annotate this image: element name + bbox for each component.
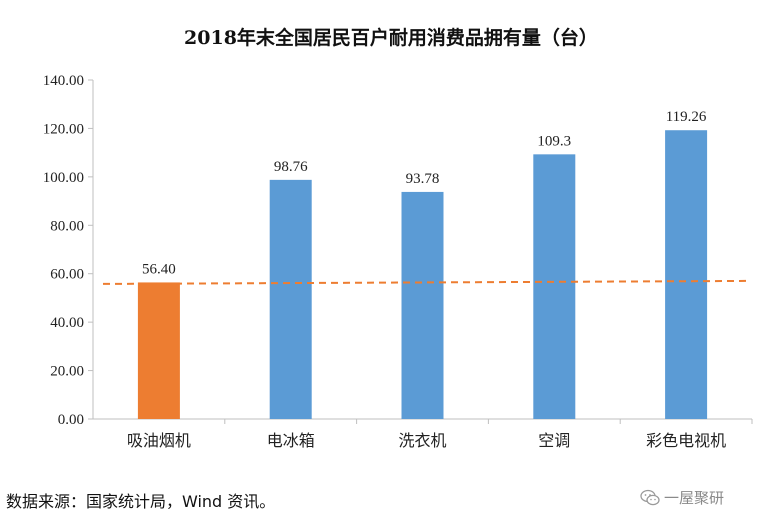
y-tick-label: 40.00: [50, 315, 84, 331]
y-tick-label: 60.00: [50, 267, 84, 283]
x-tick-label: 电冰箱: [267, 431, 315, 450]
data-label: 109.3: [537, 133, 571, 149]
x-tick-label: 吸油烟机: [127, 431, 191, 450]
bar: [137, 282, 180, 419]
bar: [269, 179, 312, 419]
bar: [533, 154, 576, 419]
y-tick-label: 100.00: [43, 170, 84, 186]
x-axis: 吸油烟机 电冰箱 洗衣机 空调 彩色电视机: [93, 418, 753, 450]
watermark-text: 一屋聚研: [664, 489, 725, 507]
x-tick-label: 空调: [538, 431, 570, 450]
wechat-icon: [640, 489, 660, 505]
data-label: 56.40: [142, 261, 176, 277]
y-tick-label: 20.00: [50, 364, 84, 380]
chart: 2018年末全国居民百户耐用消费品拥有量（台） 0.00 20.00 40.00 60…: [43, 26, 753, 450]
y-tick-label: 80.00: [50, 218, 84, 234]
bars: [137, 130, 708, 419]
y-tick-label: 140.00: [43, 73, 84, 89]
watermark: 一屋聚研: [640, 487, 724, 508]
source-note: 数据来源：国家统计局，Wind 资讯。: [6, 492, 276, 511]
chart-title: 2018年末全国居民百户耐用消费品拥有量（台）: [184, 26, 598, 49]
y-axis: 0.00 20.00 40.00 60.00 80.00 100.00 120.00 140.…: [43, 73, 94, 428]
x-tick-label: 彩色电视机: [646, 431, 726, 450]
data-label: 98.76: [274, 159, 308, 175]
bar: [401, 191, 444, 419]
data-label: 119.26: [666, 109, 707, 125]
data-label: 93.78: [406, 171, 440, 187]
data-labels: 56.40 98.76 93.78 109.3 119.26: [142, 109, 707, 277]
y-tick-label: 0.00: [58, 412, 84, 428]
x-tick-label: 洗衣机: [398, 431, 446, 450]
bar: [665, 130, 708, 419]
y-tick-label: 120.00: [43, 121, 84, 137]
